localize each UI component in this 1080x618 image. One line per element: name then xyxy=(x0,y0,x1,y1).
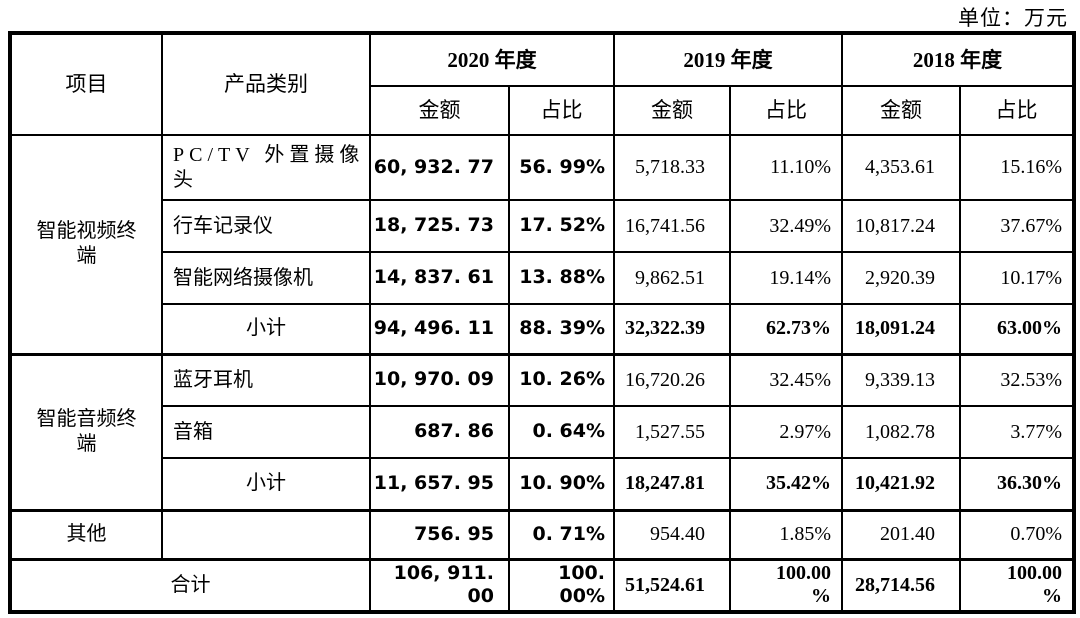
cell-2020-amount: 94, 496. 11 xyxy=(369,303,510,355)
cell-category: 行车记录仪 xyxy=(161,199,371,253)
cell-2018-ratio: 100.00 % xyxy=(959,557,1075,613)
cell-2019-amount: 16,720.26 xyxy=(613,352,731,407)
table-row: 音箱 687. 86 0. 64% 1,527.55 2.97% 1,082.7… xyxy=(10,405,1075,459)
cell-2018-amount: 18,091.24 xyxy=(841,303,961,355)
cell-2019-ratio: 19.14% xyxy=(729,251,843,305)
cell-2018-ratio: 0.70% xyxy=(959,508,1075,560)
subtotal-row-audio: 小计 11, 657. 95 10. 90% 18,247.81 35.42% … xyxy=(10,457,1075,511)
cell-subtotal-label: 小计 xyxy=(161,303,371,355)
cell-2019-amount: 18,247.81 xyxy=(613,457,731,511)
cell-category: 蓝牙耳机 xyxy=(161,352,371,407)
group-label-audio-terminal: 智能音频终 端 xyxy=(9,352,163,511)
cell-category: PC/TV 外置摄像头 xyxy=(161,134,371,201)
cell-2020-ratio: 0. 64% xyxy=(508,405,615,459)
cell-2019-ratio: 62.73% xyxy=(729,303,843,355)
cell-2020-amount: 60, 932. 77 xyxy=(369,134,510,201)
cell-2019-ratio: 1.85% xyxy=(729,508,843,560)
table-row: 智能视频终 端 PC/TV 外置摄像头 60, 932. 77 56. 99% … xyxy=(9,134,1075,355)
header-year-2018: 2018 年度 xyxy=(841,32,1075,87)
cell-2019-ratio: 100.00 % xyxy=(729,557,843,613)
table-row: 智能音频终 端 蓝牙耳机 10, 970. 09 10. 26% 16,720.… xyxy=(9,352,1075,511)
cell-2018-amount: 9,339.13 xyxy=(841,352,961,407)
cell-2020-amount: 18, 725. 73 xyxy=(369,199,510,253)
cell-2018-ratio: 37.67% xyxy=(959,199,1075,253)
cell-2019-amount: 954.40 xyxy=(613,508,731,560)
cell-2020-ratio: 10. 26% xyxy=(508,352,615,407)
group-label-video-terminal: 智能视频终 端 xyxy=(9,134,163,355)
cell-2019-amount: 9,862.51 xyxy=(613,251,731,305)
cell-2020-amount: 756. 95 xyxy=(369,508,510,560)
cell-subtotal-label: 小计 xyxy=(161,457,371,511)
cell-2019-ratio: 32.49% xyxy=(729,199,843,253)
cell-2018-amount: 2,920.39 xyxy=(841,251,961,305)
cell-2020-ratio: 10. 90% xyxy=(508,457,615,511)
cell-2019-ratio: 11.10% xyxy=(729,134,843,201)
cell-2019-amount: 32,322.39 xyxy=(613,303,731,355)
cell-2020-amount: 10, 970. 09 xyxy=(369,352,510,407)
cell-2018-ratio: 32.53% xyxy=(959,352,1075,407)
cell-2018-ratio: 15.16% xyxy=(959,134,1075,201)
cell-2020-ratio: 100. 00% xyxy=(508,557,615,613)
other-row: 其他 756. 95 0. 71% 954.40 1.85% 201.40 0.… xyxy=(9,508,1075,560)
header-amount-2018: 金额 xyxy=(841,85,961,136)
cell-2019-amount: 51,524.61 xyxy=(613,557,731,613)
cell-2019-ratio: 32.45% xyxy=(729,352,843,407)
cell-2018-amount: 201.40 xyxy=(841,508,961,560)
cell-2018-ratio: 36.30% xyxy=(959,457,1075,511)
header-row-measures: 金额 占比 金额 占比 金额 占比 xyxy=(10,85,1075,136)
cell-category: 音箱 xyxy=(161,405,371,459)
header-ratio-2018: 占比 xyxy=(959,85,1075,136)
cell-2018-amount: 1,082.78 xyxy=(841,405,961,459)
cell-2019-amount: 1,527.55 xyxy=(613,405,731,459)
cell-2019-amount: 16,741.56 xyxy=(613,199,731,253)
header-category: 产品类别 xyxy=(161,32,371,136)
cell-2018-amount: 4,353.61 xyxy=(841,134,961,201)
cell-2018-amount: 10,421.92 xyxy=(841,457,961,511)
unit-label: 单位：万元 xyxy=(958,6,1068,30)
group-label-other: 其他 xyxy=(9,508,163,560)
cell-2020-amount: 11, 657. 95 xyxy=(369,457,510,511)
cell-2018-amount: 28,714.56 xyxy=(841,557,961,613)
header-item: 项目 xyxy=(9,32,163,136)
header-year-2020: 2020 年度 xyxy=(369,32,615,87)
cell-total-label: 合计 xyxy=(9,557,371,613)
header-row-years: 项目 产品类别 2020 年度 2019 年度 2018 年度 xyxy=(9,32,1075,136)
header-amount-2019: 金额 xyxy=(613,85,731,136)
cell-2020-amount: 106, 911. 00 xyxy=(369,557,510,613)
table-row: 智能网络摄像机 14, 837. 61 13. 88% 9,862.51 19.… xyxy=(10,251,1075,305)
revenue-by-product-table: 项目 产品类别 2020 年度 2019 年度 2018 年度 金额 占比 金额… xyxy=(8,31,1076,614)
subtotal-row-video: 小计 94, 496. 11 88. 39% 32,322.39 62.73% … xyxy=(10,303,1075,355)
cell-2019-ratio: 2.97% xyxy=(729,405,843,459)
cell-category-empty xyxy=(161,508,371,560)
cell-2020-ratio: 17. 52% xyxy=(508,199,615,253)
cell-2020-ratio: 88. 39% xyxy=(508,303,615,355)
header-ratio-2020: 占比 xyxy=(508,85,615,136)
header-year-2019: 2019 年度 xyxy=(613,32,843,87)
cell-2020-amount: 687. 86 xyxy=(369,405,510,459)
total-row: 合计 106, 911. 00 100. 00% 51,524.61 100.0… xyxy=(9,557,1075,613)
cell-2020-amount: 14, 837. 61 xyxy=(369,251,510,305)
cell-2019-amount: 5,718.33 xyxy=(613,134,731,201)
cell-2018-ratio: 10.17% xyxy=(959,251,1075,305)
header-amount-2020: 金额 xyxy=(369,85,510,136)
cell-2018-amount: 10,817.24 xyxy=(841,199,961,253)
cell-2020-ratio: 13. 88% xyxy=(508,251,615,305)
header-ratio-2019: 占比 xyxy=(729,85,843,136)
cell-2020-ratio: 0. 71% xyxy=(508,508,615,560)
cell-2019-ratio: 35.42% xyxy=(729,457,843,511)
table-row: 行车记录仪 18, 725. 73 17. 52% 16,741.56 32.4… xyxy=(10,199,1075,253)
cell-2018-ratio: 63.00% xyxy=(959,303,1075,355)
cell-category: 智能网络摄像机 xyxy=(161,251,371,305)
cell-2020-ratio: 56. 99% xyxy=(508,134,615,201)
cell-2018-ratio: 3.77% xyxy=(959,405,1075,459)
